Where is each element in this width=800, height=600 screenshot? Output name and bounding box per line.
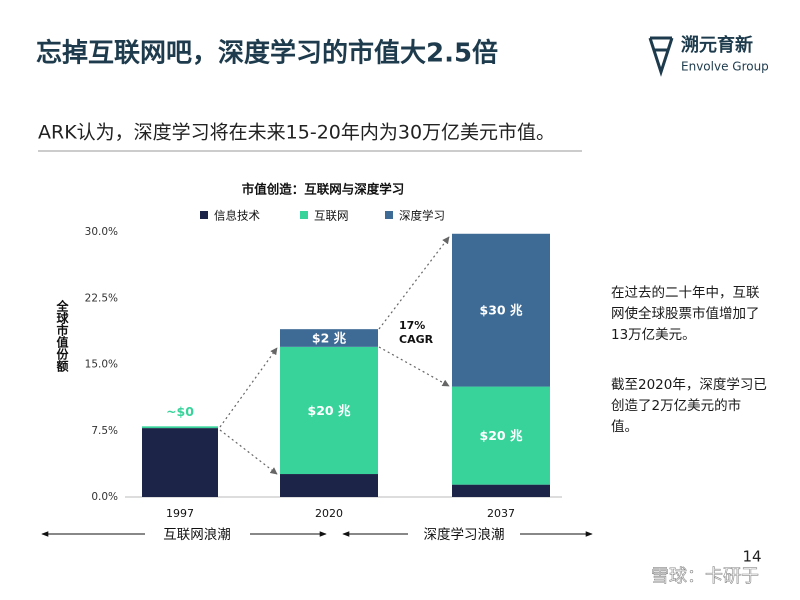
note: 截至2020年，深度学习已创造了2万亿美元的市值。 bbox=[611, 377, 767, 435]
legend-swatch bbox=[300, 211, 308, 219]
x-tick-label: 2037 bbox=[487, 507, 515, 520]
bar-segment bbox=[142, 428, 218, 497]
transition-arrows bbox=[219, 236, 450, 475]
segment-label: $20 兆 bbox=[308, 403, 351, 418]
bar-segment bbox=[452, 386, 550, 485]
subtitle: ARK认为，深度学习将在未来15-20年内为30万亿美元市值。 bbox=[38, 122, 555, 144]
wave-label: 互联网浪潮 bbox=[163, 527, 231, 543]
cagr-label: CAGR bbox=[399, 333, 434, 346]
x-tick-label: 1997 bbox=[166, 507, 194, 520]
segment-label: ~$0 bbox=[166, 404, 194, 419]
bar-segment bbox=[280, 329, 378, 347]
wave-label: 深度学习浪潮 bbox=[424, 527, 505, 543]
bar-segment bbox=[452, 484, 550, 497]
segment-label: $30 兆 bbox=[480, 303, 523, 318]
logo-icon bbox=[648, 36, 674, 77]
legend-label: 互联网 bbox=[314, 209, 349, 223]
bar-segment bbox=[280, 474, 378, 497]
cagr-label: 17% bbox=[399, 319, 425, 332]
note: 在过去的二十年中，互联网使全球股票市值增加了13万亿美元。 bbox=[611, 285, 760, 343]
legend-label: 信息技术 bbox=[214, 209, 260, 223]
slide-title: 忘掉互联网吧，深度学习的市值大2.5倍 bbox=[36, 38, 498, 69]
segment-label: $2 兆 bbox=[312, 331, 347, 346]
bar-segment bbox=[142, 426, 218, 429]
legend-label: 深度学习 bbox=[399, 209, 445, 223]
legend-swatch bbox=[200, 211, 208, 219]
segment-label: $20 兆 bbox=[480, 428, 523, 443]
y-tick-label: 22.5% bbox=[85, 292, 118, 304]
legend-swatch bbox=[385, 211, 393, 219]
y-axis-label: 全球市值份额 bbox=[55, 299, 69, 373]
page-number: 14 bbox=[742, 548, 761, 566]
bar-segment bbox=[280, 346, 378, 475]
logo-name: 溯元育新 bbox=[681, 34, 753, 56]
chart-title: 市值创造：互联网与深度学习 bbox=[242, 182, 405, 197]
y-tick-label: 7.5% bbox=[91, 425, 118, 437]
logo-sub: Envolve Group bbox=[681, 60, 769, 74]
bar-segment bbox=[452, 233, 550, 387]
y-tick-label: 0.0% bbox=[91, 491, 118, 503]
x-tick-label: 2020 bbox=[315, 507, 343, 520]
y-tick-label: 30.0% bbox=[85, 226, 118, 238]
y-tick-label: 15.0% bbox=[85, 359, 118, 371]
watermark: 雪球：卡研于 bbox=[651, 566, 759, 587]
